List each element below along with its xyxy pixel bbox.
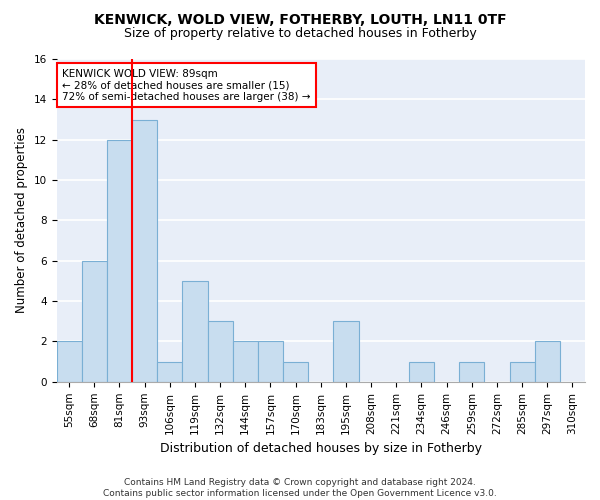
X-axis label: Distribution of detached houses by size in Fotherby: Distribution of detached houses by size … [160,442,482,455]
Bar [56,342,82,382]
Bar [157,362,182,382]
Bar [233,342,258,382]
Bar [409,362,434,382]
Text: KENWICK WOLD VIEW: 89sqm
← 28% of detached houses are smaller (15)
72% of semi-d: KENWICK WOLD VIEW: 89sqm ← 28% of detach… [62,68,310,102]
Bar [82,261,107,382]
Bar [107,140,132,382]
Text: Contains HM Land Registry data © Crown copyright and database right 2024.
Contai: Contains HM Land Registry data © Crown c… [103,478,497,498]
Text: KENWICK, WOLD VIEW, FOTHERBY, LOUTH, LN11 0TF: KENWICK, WOLD VIEW, FOTHERBY, LOUTH, LN1… [94,12,506,26]
Text: Size of property relative to detached houses in Fotherby: Size of property relative to detached ho… [124,28,476,40]
Bar [283,362,308,382]
Bar [509,362,535,382]
Bar [535,342,560,382]
Y-axis label: Number of detached properties: Number of detached properties [15,128,28,314]
Bar [132,120,157,382]
Bar [208,322,233,382]
Bar [182,281,208,382]
Bar [334,322,359,382]
Bar [459,362,484,382]
Bar [258,342,283,382]
